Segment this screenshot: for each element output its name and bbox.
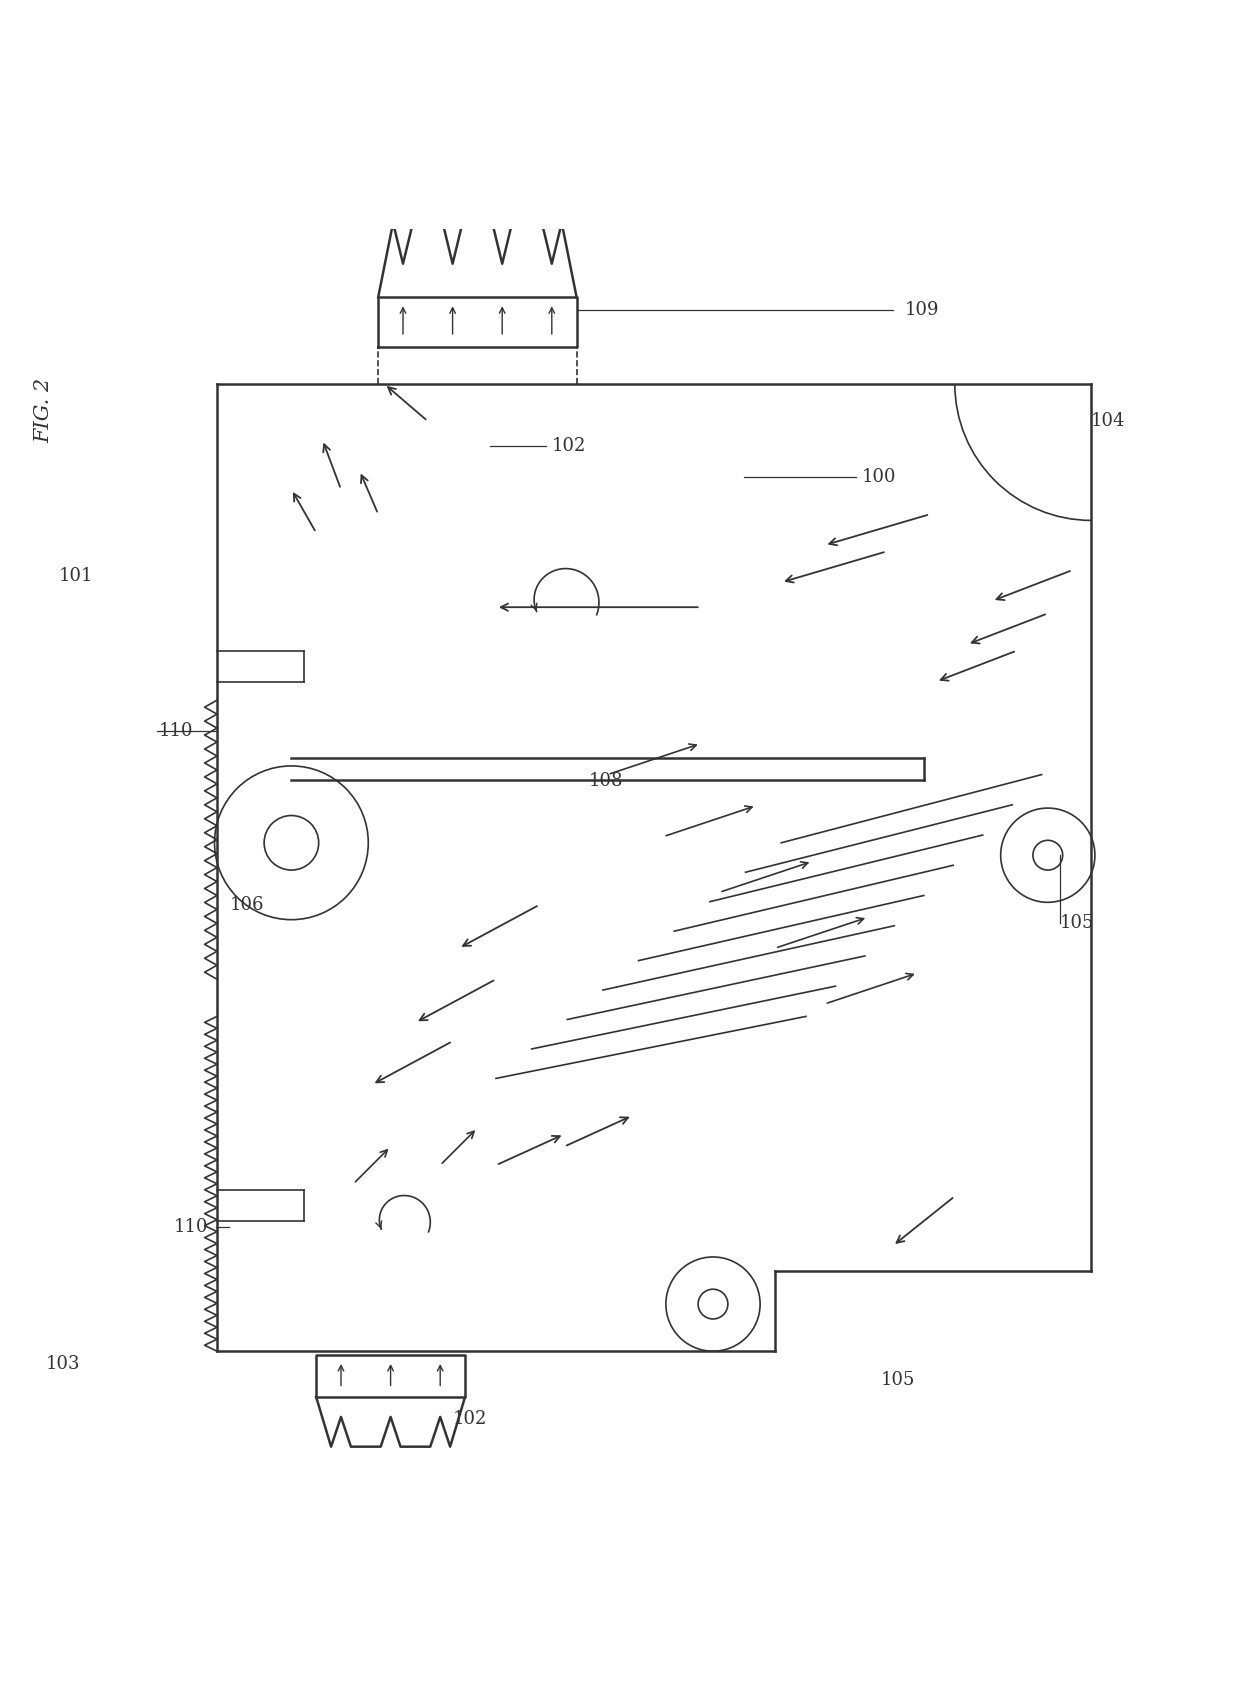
Text: 108: 108 bbox=[589, 773, 624, 790]
Text: 106: 106 bbox=[229, 897, 264, 914]
Text: 109: 109 bbox=[905, 301, 940, 319]
Text: 102: 102 bbox=[552, 436, 587, 455]
Text: 105: 105 bbox=[1060, 915, 1095, 932]
Text: 110: 110 bbox=[174, 1217, 208, 1236]
Text: 101: 101 bbox=[58, 567, 93, 586]
Text: FIG. 2: FIG. 2 bbox=[33, 377, 53, 443]
Text: 104: 104 bbox=[1091, 413, 1126, 430]
Text: 102: 102 bbox=[453, 1411, 487, 1428]
Text: 105: 105 bbox=[880, 1370, 915, 1389]
Text: 110: 110 bbox=[159, 722, 193, 740]
Text: 103: 103 bbox=[46, 1355, 81, 1372]
Text: 100: 100 bbox=[862, 469, 897, 486]
